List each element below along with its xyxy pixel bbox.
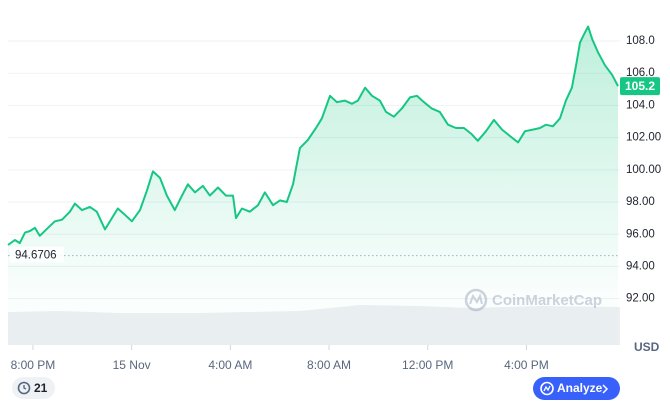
x-tick-label: 12:00 PM: [402, 358, 453, 372]
history-button[interactable]: 21: [12, 377, 55, 399]
y-tick-label: 102.00: [626, 132, 661, 144]
history-count: 21: [34, 381, 48, 395]
price-area: [8, 26, 618, 345]
x-tick-label: 4:00 AM: [208, 358, 252, 372]
y-tick-label: 104.0: [626, 99, 655, 111]
currency-label: USD: [634, 340, 660, 354]
x-tick-label: 4:00 PM: [504, 358, 549, 372]
reference-label: 94.6706: [15, 250, 57, 262]
analyze-button[interactable]: Analyze: [533, 377, 620, 400]
price-line: [7, 25, 619, 246]
x-tick-label: 8:00 PM: [11, 358, 56, 372]
y-tick-label: 92.00: [626, 293, 655, 305]
watermark: CoinMarketCap: [464, 288, 602, 312]
x-tick-label: 15 Nov: [113, 358, 151, 372]
y-tick-label: 96.00: [626, 228, 655, 240]
y-tick-label: 106.0: [626, 67, 655, 79]
x-tick-label: 8:00 AM: [307, 358, 351, 372]
last-price-label: 105.2: [625, 79, 655, 93]
analyze-label: Analyze: [557, 381, 603, 395]
y-tick-label: 108.0: [626, 35, 655, 47]
y-tick-label: 94.00: [626, 260, 655, 272]
y-tick-label: 98.00: [626, 196, 655, 208]
y-tick-label: 100.00: [626, 164, 661, 176]
watermark-text: CoinMarketCap: [492, 292, 602, 309]
last-price-badge: [620, 77, 660, 96]
reference-label-bg: [10, 246, 64, 263]
